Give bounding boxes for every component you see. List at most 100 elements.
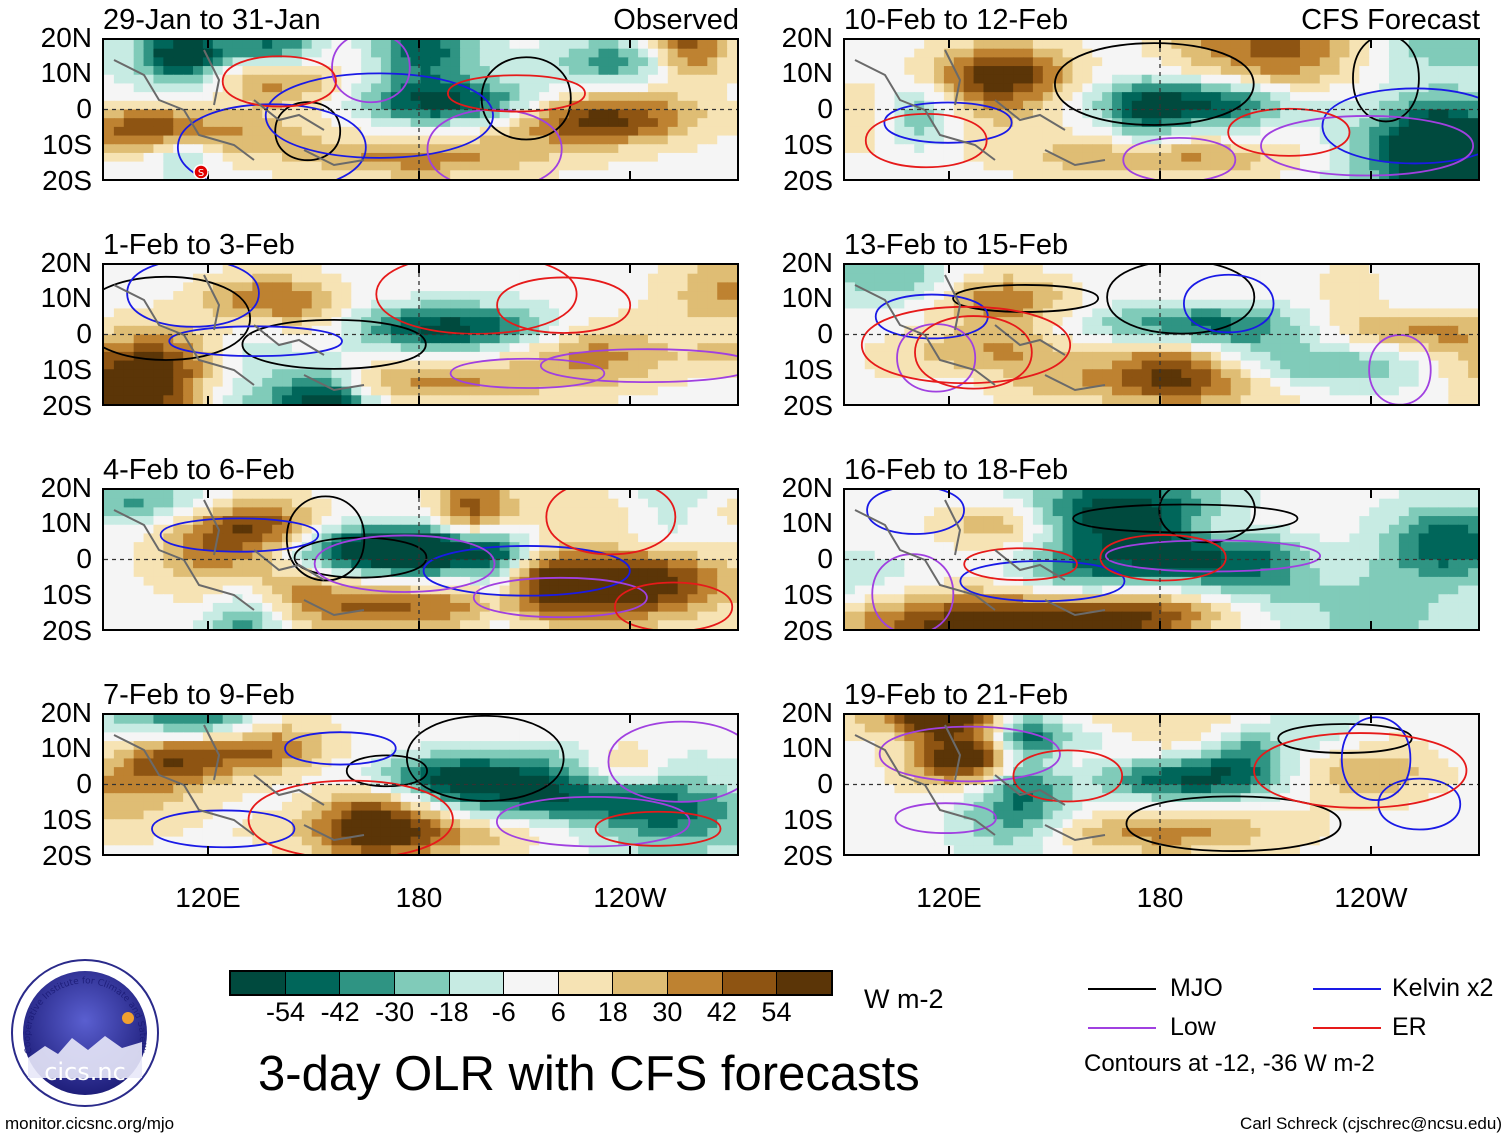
olr-cell	[272, 594, 283, 604]
olr-cell	[519, 775, 530, 786]
olr-cell	[262, 360, 273, 370]
olr-cell	[717, 395, 728, 404]
olr-cell	[934, 126, 945, 137]
olr-cell	[608, 135, 619, 145]
olr-cell	[697, 568, 708, 578]
olr-cell	[618, 170, 629, 179]
olr-cell	[558, 732, 570, 742]
olr-cell	[677, 827, 689, 838]
olr-cell	[707, 801, 718, 812]
olr-cell	[717, 109, 728, 119]
olr-cell	[331, 273, 342, 283]
olr-cell	[232, 273, 244, 283]
olr-cell	[864, 83, 876, 93]
olr-cell	[697, 66, 708, 76]
footer-url[interactable]: monitor.cicsnc.org/mjo	[5, 1114, 175, 1133]
olr-cell	[430, 299, 441, 310]
olr-cell	[479, 810, 491, 820]
olr-cell	[1280, 109, 1291, 119]
olr-cell	[638, 273, 649, 283]
olr-cell	[588, 317, 600, 327]
olr-cell	[519, 360, 530, 370]
olr-cell	[113, 291, 125, 301]
olr-cell	[232, 827, 244, 838]
olr-cell	[301, 827, 313, 838]
olr-cell	[539, 715, 550, 725]
olr-cell	[410, 273, 422, 283]
olr-cell	[499, 498, 511, 508]
olr-cell	[183, 360, 194, 370]
olr-cell	[578, 749, 590, 760]
olr-cell	[331, 170, 342, 179]
olr-cell	[430, 775, 441, 786]
olr-cell	[618, 585, 629, 595]
colorbar-tick-label: -30	[375, 997, 415, 1027]
olr-cell	[489, 351, 501, 362]
olr-cell	[628, 775, 639, 786]
olr-cell	[568, 325, 580, 336]
olr-cell	[163, 351, 174, 362]
olr-cell	[430, 749, 441, 760]
olr-cell	[549, 602, 560, 613]
olr-cell	[558, 334, 570, 344]
olr-cell	[361, 767, 372, 777]
olr-cell	[677, 351, 689, 362]
olr-cell	[351, 498, 362, 508]
olr-cell	[469, 299, 481, 310]
olr-cell	[450, 161, 461, 171]
olr-cell	[301, 273, 313, 283]
olr-cell	[1181, 74, 1192, 85]
olr-cell	[539, 343, 550, 353]
olr-cell	[489, 715, 501, 725]
olr-cell	[371, 542, 382, 552]
y-tick-label: 10N	[40, 732, 92, 763]
olr-cell	[479, 576, 491, 587]
olr-cell	[628, 83, 639, 93]
olr-cell	[113, 40, 125, 50]
olr-cell	[1290, 57, 1301, 67]
olr-cell	[133, 325, 145, 336]
olr-cell	[1032, 74, 1044, 85]
olr-cell	[282, 550, 293, 561]
olr-cell	[193, 576, 204, 587]
olr-cell	[509, 66, 521, 76]
olr-cell	[1260, 118, 1271, 128]
olr-cell	[647, 144, 659, 154]
olr-cell	[608, 620, 619, 629]
olr-cell	[529, 810, 540, 820]
olr-cell	[133, 819, 145, 829]
olr-cell	[321, 360, 333, 370]
olr-cell	[588, 594, 600, 604]
olr-cell	[469, 57, 481, 67]
olr-cell	[1468, 83, 1478, 93]
olr-cell	[727, 126, 737, 137]
olr-cell	[143, 758, 155, 768]
olr-cell	[628, 40, 639, 50]
olr-cell	[262, 343, 273, 353]
olr-cell	[608, 732, 619, 742]
olr-cell	[568, 845, 580, 854]
olr-cell	[519, 299, 530, 310]
olr-cell	[133, 126, 145, 137]
olr-cell	[242, 144, 253, 154]
olr-cell	[638, 741, 649, 751]
olr-cell	[380, 550, 392, 561]
olr-cell	[1280, 100, 1291, 111]
colorbar-tick-label: -54	[266, 997, 306, 1027]
olr-cell	[568, 801, 580, 812]
olr-cell	[717, 793, 728, 803]
olr-cell	[222, 533, 234, 543]
olr-cell	[410, 334, 422, 344]
olr-cell	[440, 40, 451, 50]
olr-cell	[351, 40, 362, 50]
olr-cell	[153, 152, 164, 163]
olr-cell	[153, 40, 164, 50]
olr-cell	[628, 161, 639, 171]
olr-cell	[608, 109, 619, 119]
olr-cell	[222, 161, 234, 171]
olr-cell	[687, 524, 699, 535]
contour-er	[496, 276, 632, 334]
olr-cell	[272, 92, 283, 102]
olr-cell	[874, 135, 886, 145]
olr-cell	[598, 92, 610, 102]
